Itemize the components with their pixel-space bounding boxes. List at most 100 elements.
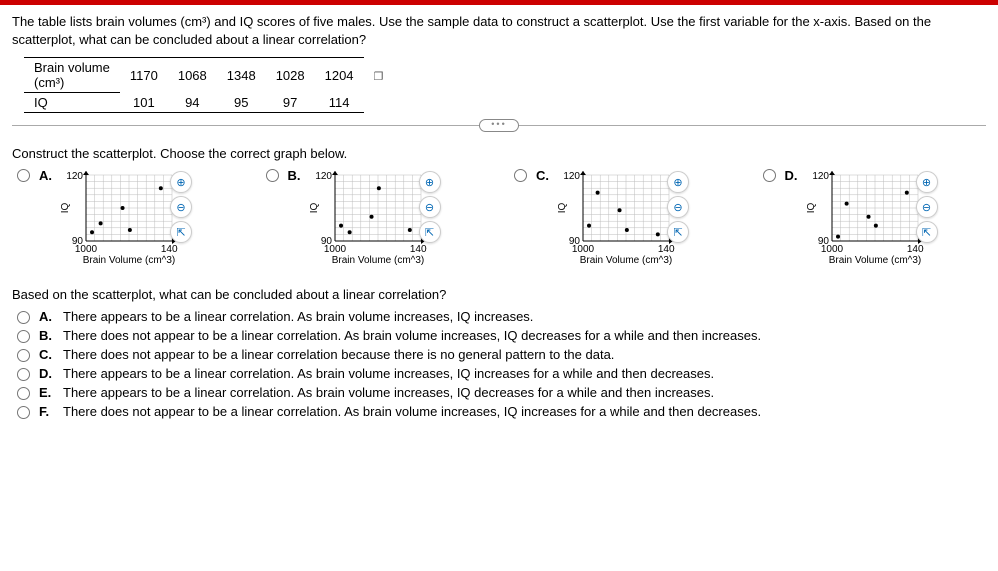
iq-3: 97 <box>266 93 315 113</box>
chart-b-wrap: 1209010001400Brain Volume (cm^3)IQ ⊕ ⊖ ⇱ <box>307 169 427 269</box>
mc-list: A. There appears to be a linear correlati… <box>12 308 986 419</box>
bv-4: 1204 <box>315 58 364 93</box>
copy-icon[interactable]: ❐ <box>374 71 384 83</box>
svg-text:1000: 1000 <box>572 244 595 255</box>
chart-a-wrap: 1209010001400Brain Volume (cm^3)IQ ⊕ ⊖ ⇱ <box>58 169 178 269</box>
label-b: B. <box>288 168 301 183</box>
label-c: C. <box>536 168 549 183</box>
zoom-out-icon[interactable]: ⊖ <box>667 196 689 218</box>
bv-0: 1170 <box>120 58 168 93</box>
mc-radio-e[interactable] <box>17 387 30 400</box>
bv-unit-text: (cm³) <box>34 75 64 90</box>
chart-a: 1209010001400Brain Volume (cm^3)IQ <box>58 169 178 269</box>
svg-text:Brain Volume (cm^3): Brain Volume (cm^3) <box>580 255 673 266</box>
svg-text:IQ: IQ <box>309 203 320 214</box>
bv-1: 1068 <box>168 58 217 93</box>
svg-text:1400: 1400 <box>658 244 675 255</box>
radio-c[interactable] <box>514 169 527 182</box>
question-intro: The table lists brain volumes (cm³) and … <box>12 13 986 49</box>
option-b[interactable]: B. 1209010001400Brain Volume (cm^3)IQ ⊕ … <box>261 169 490 269</box>
chart-c-buttons: ⊕ ⊖ ⇱ <box>667 171 689 243</box>
zoom-out-icon[interactable]: ⊖ <box>170 196 192 218</box>
mc-text-c: There does not appear to be a linear cor… <box>63 347 614 362</box>
option-a[interactable]: A. 1209010001400Brain Volume (cm^3)IQ ⊕ … <box>12 169 241 269</box>
svg-text:Brain Volume (cm^3): Brain Volume (cm^3) <box>828 255 921 266</box>
svg-text:1400: 1400 <box>161 244 178 255</box>
radio-a[interactable] <box>17 169 30 182</box>
data-table: Brain volume (cm³) 1170 1068 1348 1028 1… <box>24 57 393 113</box>
zoom-out-icon[interactable]: ⊖ <box>419 196 441 218</box>
intro-a: The table lists brain volumes <box>12 14 180 29</box>
graph-options-row: A. 1209010001400Brain Volume (cm^3)IQ ⊕ … <box>12 169 986 269</box>
row-bv-label: Brain volume (cm³) <box>24 58 120 93</box>
scatter-prompt: Construct the scatterplot. Choose the co… <box>12 146 986 161</box>
mc-radio-a[interactable] <box>17 311 30 324</box>
label-d: D. <box>785 168 798 183</box>
row-iq-label: IQ <box>24 93 120 113</box>
mc-lbl-c: C. <box>39 347 57 362</box>
chart-c: 1209010001400Brain Volume (cm^3)IQ <box>555 169 675 269</box>
zoom-in-icon[interactable]: ⊕ <box>667 171 689 193</box>
radio-b[interactable] <box>266 169 279 182</box>
mc-f[interactable]: F. There does not appear to be a linear c… <box>12 403 986 419</box>
svg-text:1400: 1400 <box>409 244 426 255</box>
svg-text:1000: 1000 <box>75 244 98 255</box>
iq-1: 94 <box>168 93 217 113</box>
mc-text-e: There appears to be a linear correlation… <box>63 385 714 400</box>
svg-text:IQ: IQ <box>557 203 568 214</box>
mc-text-b: There does not appear to be a linear cor… <box>63 328 761 343</box>
iq-0: 101 <box>120 93 168 113</box>
chart-c-wrap: 1209010001400Brain Volume (cm^3)IQ ⊕ ⊖ ⇱ <box>555 169 675 269</box>
svg-text:Brain Volume (cm^3): Brain Volume (cm^3) <box>83 255 176 266</box>
intro-unit: (cm³) <box>180 14 210 29</box>
option-d[interactable]: D. 1209010001400Brain Volume (cm^3)IQ ⊕ … <box>758 169 987 269</box>
mc-a[interactable]: A. There appears to be a linear correlati… <box>12 308 986 324</box>
mc-lbl-a: A. <box>39 309 57 324</box>
chart-d: 1209010001400Brain Volume (cm^3)IQ <box>804 169 924 269</box>
mc-radio-c[interactable] <box>17 349 30 362</box>
mc-b[interactable]: B. There does not appear to be a linear c… <box>12 327 986 343</box>
svg-text:120: 120 <box>812 171 829 182</box>
zoom-in-icon[interactable]: ⊕ <box>419 171 441 193</box>
expand-icon[interactable]: ⇱ <box>419 221 441 243</box>
iq-4: 114 <box>315 93 364 113</box>
expand-icon[interactable]: ⇱ <box>916 221 938 243</box>
svg-text:120: 120 <box>315 171 332 182</box>
mc-lbl-e: E. <box>39 385 57 400</box>
zoom-out-icon[interactable]: ⊖ <box>916 196 938 218</box>
expand-icon[interactable]: ⇱ <box>667 221 689 243</box>
chart-a-buttons: ⊕ ⊖ ⇱ <box>170 171 192 243</box>
mc-e[interactable]: E. There appears to be a linear correlati… <box>12 384 986 400</box>
zoom-in-icon[interactable]: ⊕ <box>916 171 938 193</box>
svg-text:1000: 1000 <box>323 244 346 255</box>
expand-icon[interactable]: ⇱ <box>170 221 192 243</box>
chart-b-buttons: ⊕ ⊖ ⇱ <box>419 171 441 243</box>
collapse-toggle[interactable]: ••• <box>479 119 519 132</box>
mc-radio-f[interactable] <box>17 406 30 419</box>
question-content: The table lists brain volumes (cm³) and … <box>0 5 998 430</box>
mc-lbl-d: D. <box>39 366 57 381</box>
iq-2: 95 <box>217 93 266 113</box>
svg-text:120: 120 <box>66 171 83 182</box>
svg-text:IQ: IQ <box>806 203 817 214</box>
mc-text-a: There appears to be a linear correlation… <box>63 309 533 324</box>
bv-label-text: Brain volume <box>34 60 110 75</box>
chart-d-buttons: ⊕ ⊖ ⇱ <box>916 171 938 243</box>
mc-d[interactable]: D.There appears to be a linear correlati… <box>12 365 986 381</box>
option-c[interactable]: C. 1209010001400Brain Volume (cm^3)IQ ⊕ … <box>509 169 738 269</box>
mc-lbl-b: B. <box>39 328 57 343</box>
radio-d[interactable] <box>763 169 776 182</box>
zoom-in-icon[interactable]: ⊕ <box>170 171 192 193</box>
svg-text:1000: 1000 <box>820 244 843 255</box>
mc-c[interactable]: C. There does not appear to be a linear c… <box>12 346 986 362</box>
chart-b: 1209010001400Brain Volume (cm^3)IQ <box>307 169 427 269</box>
svg-text:120: 120 <box>563 171 580 182</box>
mc-radio-d[interactable] <box>17 368 30 381</box>
svg-text:1400: 1400 <box>906 244 923 255</box>
mc-lbl-f: F. <box>39 404 57 419</box>
mc-text-f: There does not appear to be a linear cor… <box>63 404 761 419</box>
conclusion-prompt: Based on the scatterplot, what can be co… <box>12 287 986 302</box>
mc-radio-b[interactable] <box>17 330 30 343</box>
chart-d-wrap: 1209010001400Brain Volume (cm^3)IQ ⊕ ⊖ ⇱ <box>804 169 924 269</box>
label-a: A. <box>39 168 52 183</box>
